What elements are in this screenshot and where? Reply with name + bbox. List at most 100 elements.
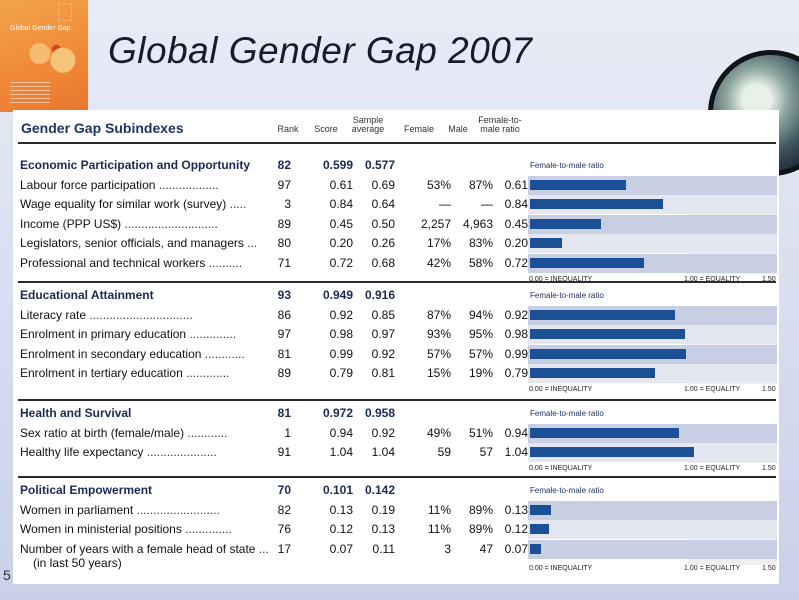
axis-mid-label: 1.00 = EQUALITY bbox=[684, 464, 741, 472]
row-ratio: 0.20 bbox=[504, 236, 528, 251]
row-rank: 89 bbox=[277, 216, 291, 231]
row-ratio: 0.92 bbox=[504, 307, 528, 322]
axis-min-label: 0.00 = INEQUALITY bbox=[529, 464, 593, 472]
ratio-bar bbox=[530, 543, 542, 554]
row-female: 53% bbox=[426, 177, 451, 192]
row-female: — bbox=[439, 197, 451, 212]
table-row: Enrolment in secondary education .......… bbox=[13, 345, 528, 364]
row-rank: 89 bbox=[277, 366, 291, 381]
row-average: 0.81 bbox=[371, 366, 395, 381]
column-header-sample-line2: average bbox=[351, 124, 385, 134]
row-label-text: Healthy life expectancy bbox=[20, 445, 144, 460]
header-rule bbox=[18, 142, 776, 144]
row-average: 0.92 bbox=[371, 425, 395, 440]
table-row: Sex ratio at birth (female/male) .......… bbox=[13, 424, 528, 443]
row-male: 87% bbox=[468, 177, 493, 192]
column-header-female: Female bbox=[403, 124, 434, 134]
row-average: 1.04 bbox=[371, 445, 395, 460]
section-rule bbox=[18, 476, 776, 478]
row-score: 1.04 bbox=[329, 445, 353, 460]
row-average: 0.11 bbox=[372, 541, 395, 556]
section-header-row: Health and Survival 81 0.972 0.958 bbox=[13, 404, 525, 423]
row-male: 95% bbox=[468, 327, 493, 342]
row-score: 0.94 bbox=[329, 425, 353, 440]
row-score: 0.45 bbox=[329, 216, 353, 231]
axis-max-label: 1.50 bbox=[762, 386, 776, 393]
row-male: 58% bbox=[468, 256, 493, 270]
section-average: 0.577 bbox=[364, 158, 395, 172]
axis-mid-label: 1.00 = EQUALITY bbox=[684, 565, 741, 573]
row-label-text: Women in parliament bbox=[20, 502, 134, 517]
axis-max-label: 1.50 bbox=[762, 464, 776, 472]
row-label-text: Labour force participation bbox=[20, 177, 156, 192]
row-label: Income (PPP US$) .......................… bbox=[20, 217, 290, 231]
row-rank: 80 bbox=[277, 236, 291, 251]
leader-dots: .............. bbox=[181, 522, 232, 537]
ratio-bar bbox=[530, 447, 695, 458]
section-rank: 82 bbox=[277, 158, 291, 172]
section-rank: 70 bbox=[277, 483, 291, 497]
section-rule bbox=[18, 281, 776, 283]
ratio-bar bbox=[530, 218, 602, 229]
cover-text-lines bbox=[10, 82, 50, 104]
table-row: Enrolment in tertiary education ........… bbox=[13, 364, 528, 383]
row-female: 15% bbox=[426, 366, 451, 381]
row-rank: 91 bbox=[277, 445, 291, 460]
row-ratio: 0.94 bbox=[504, 425, 528, 440]
row-label: Wage equality for similar work (survey) … bbox=[20, 197, 290, 211]
table-row: Enrolment in primary education .........… bbox=[13, 325, 528, 344]
row-rank: 71 bbox=[277, 256, 291, 270]
section-rule bbox=[18, 399, 776, 401]
section-header-row: Educational Attainment 93 0.949 0.916 bbox=[13, 286, 525, 305]
row-label-text: Enrolment in tertiary education bbox=[20, 366, 183, 381]
row-sublabel: (in last 50 years) bbox=[33, 555, 122, 570]
row-male: 89% bbox=[468, 502, 493, 517]
section-average: 0.916 bbox=[364, 288, 395, 302]
table-row: Women in ministerial positions .........… bbox=[13, 520, 528, 539]
row-male: 83% bbox=[468, 236, 493, 251]
table-row: Number of years with a female head of st… bbox=[13, 540, 528, 570]
row-label: Women in ministerial positions .........… bbox=[20, 522, 290, 536]
section-header-row: Economic Participation and Opportunity 82… bbox=[13, 156, 525, 175]
row-label: Sex ratio at birth (female/male) .......… bbox=[20, 426, 290, 440]
table-row: Labour force participation .............… bbox=[13, 176, 528, 195]
table-row: Literacy rate ..........................… bbox=[13, 306, 528, 325]
ratio-bar bbox=[530, 329, 685, 340]
axis-max-label: 1.50 bbox=[762, 275, 776, 283]
axis-min-label: 0.00 = INEQUALITY bbox=[529, 275, 593, 283]
leader-dots: .............. bbox=[186, 327, 237, 342]
leader-dots: ..... bbox=[226, 197, 247, 212]
row-average: 0.97 bbox=[371, 327, 395, 342]
axis-max-label: 1.50 bbox=[762, 565, 776, 573]
row-label-text: Enrolment in primary education bbox=[20, 327, 187, 342]
section-score: 0.972 bbox=[322, 406, 353, 420]
section-name: Health and Survival bbox=[20, 406, 132, 420]
table-row: Professional and technical workers .....… bbox=[13, 254, 528, 273]
row-average: 0.19 bbox=[371, 502, 395, 517]
chart-title: Female-to-male ratio bbox=[530, 486, 604, 495]
axis-mid-label: 1.00 = EQUALITY bbox=[684, 386, 741, 393]
row-male: 4,963 bbox=[462, 216, 493, 231]
row-ratio: 0.79 bbox=[504, 366, 528, 381]
slide-title: Global Gender Gap 2007 bbox=[108, 30, 533, 71]
row-label-text: Women in ministerial positions bbox=[20, 522, 182, 537]
cover-title: Global Gender Gap bbox=[10, 25, 71, 32]
row-label: Professional and technical workers .....… bbox=[20, 256, 290, 270]
ratio-bar bbox=[530, 348, 687, 359]
leader-dots: ......................... bbox=[133, 502, 220, 517]
row-ratio: 0.45 bbox=[504, 216, 528, 231]
row-label: Legislators, senior officials, and manag… bbox=[20, 236, 290, 250]
leader-dots: ............................ bbox=[121, 216, 218, 231]
row-male: 51% bbox=[468, 425, 493, 440]
chart-band bbox=[528, 500, 777, 520]
table-row: Legislators, senior officials, and manag… bbox=[13, 234, 528, 253]
row-ratio: 0.61 bbox=[504, 177, 528, 192]
row-male: 57% bbox=[468, 346, 493, 361]
section-average: 0.958 bbox=[364, 406, 395, 420]
row-rank: 3 bbox=[284, 197, 291, 212]
ratio-bar bbox=[530, 258, 644, 268]
row-female: 42% bbox=[426, 256, 451, 270]
row-rank: 97 bbox=[277, 327, 291, 342]
ratio-bar bbox=[530, 238, 562, 249]
